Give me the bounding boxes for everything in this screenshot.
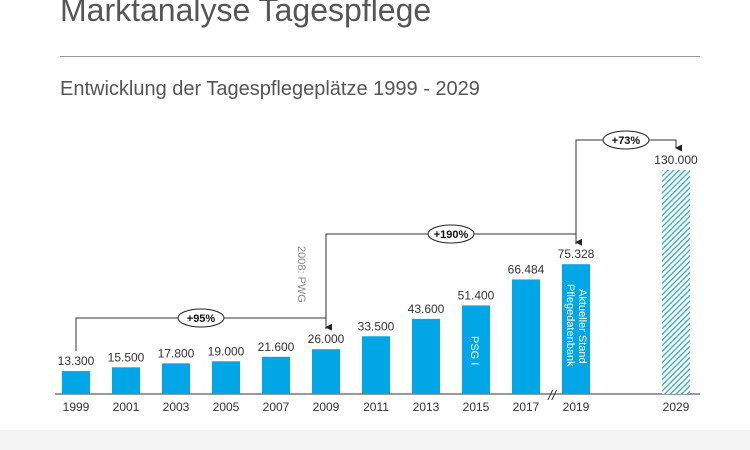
value-label-2017: 66.484 (508, 262, 545, 276)
tick-label-2019: 2019 (563, 400, 590, 414)
bar-2015 (462, 305, 490, 394)
chart-subtitle: Entwicklung der Tagespflegeplätze 1999 -… (60, 78, 480, 100)
value-label-2007: 21.600 (258, 340, 295, 354)
tick-label-2001: 2001 (113, 400, 140, 414)
bar-2019 (562, 264, 590, 394)
axis-break-mark: // (547, 387, 558, 403)
bar-2011 (362, 336, 390, 394)
bar-2003 (162, 363, 190, 394)
tick-label-2017: 2017 (513, 400, 540, 414)
tick-label-1999: 1999 (63, 400, 90, 414)
value-label-2003: 17.800 (158, 346, 195, 360)
value-label-2009: 26.000 (308, 332, 345, 346)
annotation-stand-line2: Pflegedatenbank (564, 284, 576, 367)
tick-label-2011: 2011 (363, 400, 389, 414)
annotation-psg: PSG I (468, 336, 480, 365)
value-label-2029: 130.000 (654, 153, 698, 167)
value-label-2019: 75.328 (558, 247, 595, 261)
value-label-2013: 43.600 (408, 302, 445, 316)
bar-2007 (262, 356, 290, 394)
annotation-pwg: 2008: PWG (295, 246, 307, 303)
tick-label-2003: 2003 (163, 400, 190, 414)
bar-2005 (212, 361, 240, 394)
value-label-2001: 15.500 (108, 350, 145, 364)
tick-label-2007: 2007 (263, 400, 290, 414)
growth-label-3: +73% (612, 135, 641, 147)
growth-label-1: +95% (187, 313, 216, 325)
tick-label-2013: 2013 (413, 400, 440, 414)
bar-1999 (62, 371, 90, 394)
tick-label-2005: 2005 (213, 400, 240, 414)
bar-2013 (412, 318, 440, 394)
bar-2029 (662, 170, 690, 394)
value-label-2015: 51.400 (458, 288, 495, 302)
tick-label-2009: 2009 (313, 400, 340, 414)
title-divider (60, 56, 700, 57)
growth-badge-1 (177, 308, 225, 328)
tick-label-2029: 2029 (663, 400, 690, 414)
footer-band (0, 430, 750, 450)
value-label-2005: 19.000 (208, 344, 245, 358)
growth-badge-3 (602, 130, 650, 150)
growth-label-2: +190% (434, 229, 469, 241)
bar-2017 (512, 279, 540, 394)
growth-badge-2 (427, 224, 475, 244)
value-label-2011: 33.500 (358, 319, 395, 333)
tick-label-2015: 2015 (463, 400, 490, 414)
bar-2009 (312, 349, 340, 394)
value-label-1999: 13.300 (58, 354, 95, 368)
annotation-stand-line1: Aktueller Stand (576, 289, 588, 364)
bar-2001 (112, 367, 140, 394)
page-title: Marktanalyse Tagespflege (60, 0, 432, 28)
